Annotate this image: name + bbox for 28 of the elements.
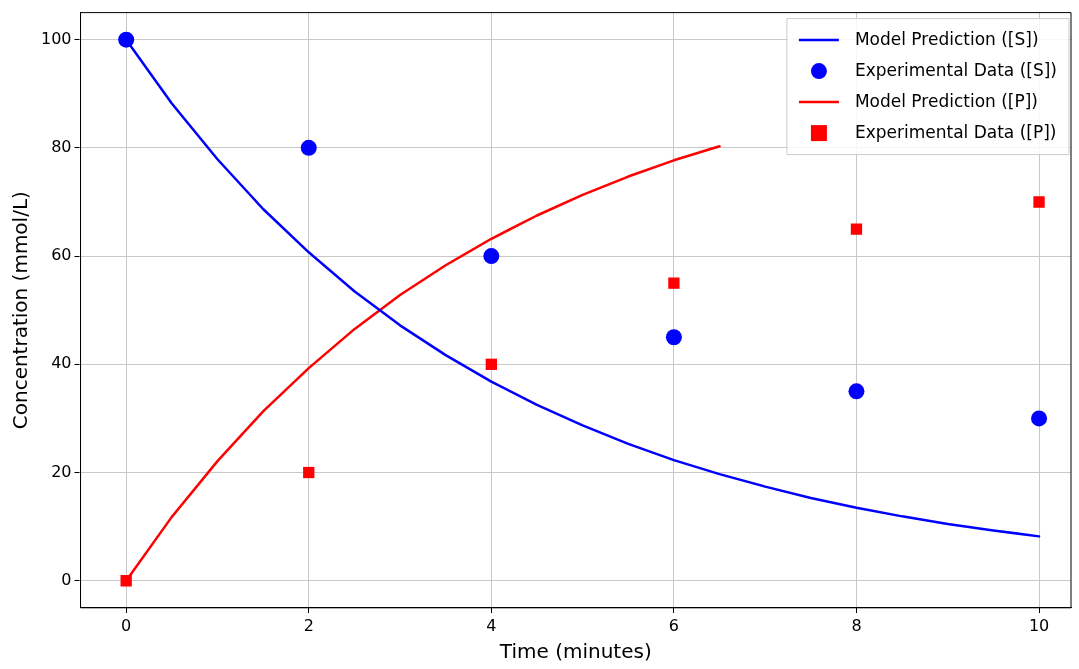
- point: [485, 358, 497, 370]
- point: [1033, 196, 1045, 208]
- x-tick-label: 10: [1028, 615, 1050, 635]
- y-tick-label: 60: [51, 245, 72, 265]
- point: [850, 223, 863, 235]
- y-tick-label: 100: [40, 28, 72, 48]
- point: [483, 248, 500, 265]
- x-tick-label: 0: [121, 615, 132, 635]
- legend-label: Model Prediction ([S]): [854, 28, 1039, 49]
- legend-label: Experimental Data ([P]): [854, 121, 1057, 142]
- point: [665, 329, 682, 346]
- x-axis-title: Time (minutes): [498, 639, 652, 664]
- legend-label: Model Prediction ([P]): [854, 90, 1039, 111]
- point: [848, 383, 865, 400]
- y-tick-label: 20: [51, 461, 72, 481]
- point: [668, 277, 680, 289]
- x-tick-label: 8: [851, 615, 862, 635]
- point: [303, 466, 315, 479]
- y-axis-title: Concentration (mmol/L): [8, 191, 33, 430]
- point: [300, 139, 317, 156]
- y-tick-label: 80: [51, 137, 72, 157]
- x-tick-label: 2: [303, 615, 314, 635]
- x-tick-label: 4: [486, 615, 497, 635]
- point: [1031, 410, 1048, 427]
- legend-label: Experimental Data ([S]): [854, 59, 1058, 80]
- x-tick-label: 6: [668, 615, 679, 635]
- y-tick-label: 0: [61, 569, 72, 589]
- y-tick-label: 40: [51, 353, 72, 373]
